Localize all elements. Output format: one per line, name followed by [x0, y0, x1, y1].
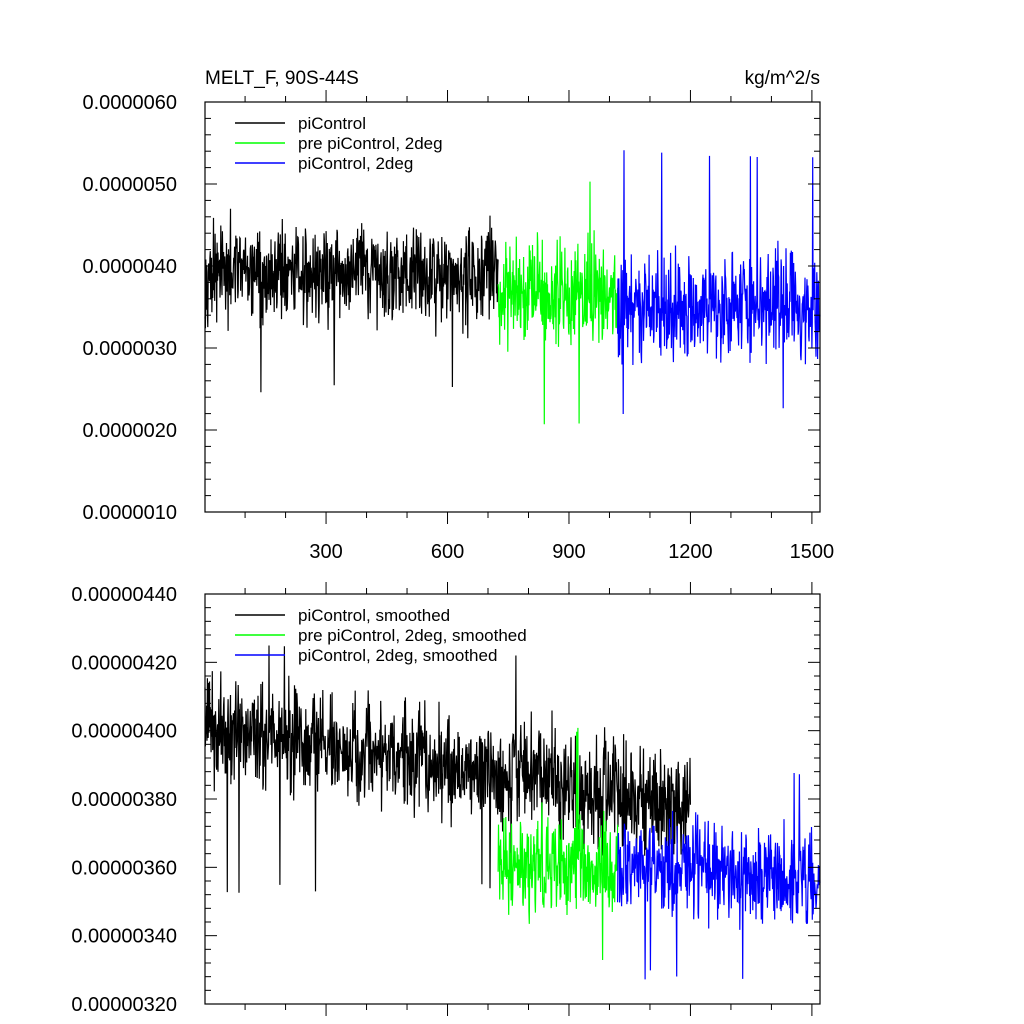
- y-tick-label: 0.0000020: [82, 420, 177, 442]
- legend-label-2: pre piControl, 2deg, smoothed: [298, 626, 527, 645]
- series-layer: [204, 645, 821, 980]
- y-tick-label: 0.00000420: [71, 652, 177, 674]
- series-line-2: [497, 181, 619, 425]
- legend-label-3: piControl, 2deg: [298, 154, 413, 173]
- y-tick-label: 0.00000360: [71, 857, 177, 879]
- series-layer: [204, 150, 821, 425]
- x-tick-label: 1500: [790, 541, 835, 563]
- x-tick-label: 1200: [668, 541, 713, 563]
- units-label: kg/m^2/s: [745, 68, 820, 89]
- x-tick-label: 900: [552, 541, 585, 563]
- chart-title: MELT_F, 90S-44S: [205, 68, 359, 89]
- x-tick-label: 300: [309, 541, 342, 563]
- series-line-1: [204, 645, 692, 893]
- top-panel: MELT_F, 90S-44S kg/m^2/s 0.00000100.0000…: [82, 68, 834, 563]
- ticks-layer: 0.0000010 0.0000020 0.0000030 0.0000040 0.00…: [82, 90, 834, 563]
- series-line-3: [616, 150, 821, 415]
- y-tick-label: 0.0000050: [82, 174, 177, 196]
- series-line-1: [204, 208, 499, 393]
- y-tick-label: 0.00000380: [71, 789, 177, 811]
- y-tick-label: 0.0000040: [82, 256, 177, 278]
- legend-label-3: piControl, 2deg, smoothed: [298, 646, 497, 665]
- ticks-layer: 0.00000320 0.00000340 0.00000360 0.00000380…: [71, 582, 820, 1016]
- y-tick-label: 0.0000060: [82, 92, 177, 114]
- y-tick-label: 0.00000400: [71, 721, 177, 743]
- y-tick-label: 0.00000340: [71, 926, 177, 948]
- series-line-2: [497, 727, 619, 961]
- x-tick-label: 600: [431, 541, 464, 563]
- y-tick-label: 0.00000320: [71, 994, 177, 1016]
- series-line-3: [616, 772, 821, 980]
- bottom-panel: 0.00000320 0.00000340 0.00000360 0.00000380…: [71, 582, 821, 1016]
- plot-frame: [204, 101, 821, 513]
- legend-label-1: piControl: [298, 114, 366, 133]
- y-tick-label: 0.0000030: [82, 338, 177, 360]
- y-tick-label: 0.0000010: [82, 502, 177, 524]
- legend-label-1: piControl, smoothed: [298, 606, 450, 625]
- y-tick-label: 0.00000440: [71, 584, 177, 606]
- legend-label-2: pre piControl, 2deg: [298, 134, 443, 153]
